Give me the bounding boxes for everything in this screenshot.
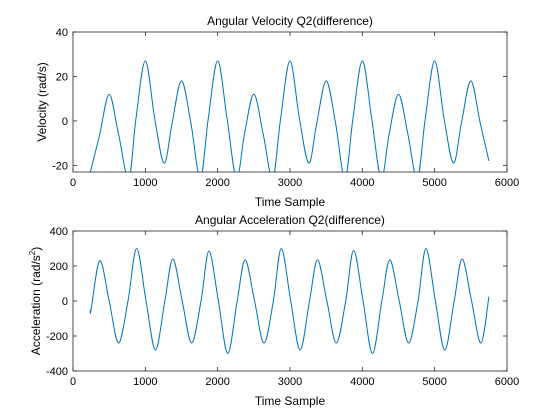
velocity-x-axis-label: Time Sample <box>255 195 326 209</box>
acceleration-y-axis-label-exponent: 2 <box>28 250 37 255</box>
velocity-x-tick-label: 4000 <box>350 177 374 189</box>
velocity-x-tick-label: 1000 <box>133 177 157 189</box>
acceleration-y-axis-label-text: Acceleration (rad/s <box>29 255 43 355</box>
velocity-chart-title: Angular Velocity Q2(difference) <box>207 14 373 28</box>
acceleration-y-tick-label: -400 <box>46 366 68 378</box>
acceleration-ticks: 0 1000 2000 3000 4000 5000 6000 -400 -200 0 200 400 <box>46 226 519 388</box>
acceleration-y-tick-label: 200 <box>50 261 68 273</box>
acceleration-series-line <box>89 247 490 355</box>
acceleration-curve-group <box>89 247 490 355</box>
acceleration-x-tick-label: 6000 <box>495 376 519 388</box>
acceleration-x-axis-label: Time Sample <box>255 394 326 408</box>
velocity-x-tick-label: 5000 <box>422 177 446 189</box>
acceleration-y-tick-label: -200 <box>46 331 68 343</box>
velocity-y-tick-label: -20 <box>52 160 68 172</box>
velocity-y-tick-label: 20 <box>56 71 68 83</box>
velocity-x-tick-label: 6000 <box>495 177 519 189</box>
velocity-plot-area <box>72 31 508 173</box>
velocity-x-tick-label: 0 <box>70 177 76 189</box>
acceleration-x-tick-label: 2000 <box>205 376 229 388</box>
acceleration-y-tick-label: 0 <box>62 296 68 308</box>
velocity-x-tick-label: 3000 <box>278 177 302 189</box>
acceleration-x-tick-label: 0 <box>70 376 76 388</box>
velocity-x-tick-label: 2000 <box>205 177 229 189</box>
acceleration-chart-title: Angular Acceleration Q2(difference) <box>195 213 385 227</box>
acceleration-x-tick-label: 1000 <box>133 376 157 388</box>
acceleration-y-axis-label-close: ) <box>29 247 43 251</box>
velocity-y-axis-label: Velocity (rad/s) <box>35 62 49 141</box>
acceleration-y-tick-label: 400 <box>50 226 68 238</box>
velocity-curve-group <box>89 60 490 172</box>
velocity-y-tick-label: 40 <box>56 27 68 39</box>
acceleration-x-tick-label: 3000 <box>278 376 302 388</box>
acceleration-x-tick-label: 4000 <box>350 376 374 388</box>
velocity-y-tick-label: 0 <box>62 116 68 128</box>
acceleration-subplot: 0 1000 2000 3000 4000 5000 6000 -400 -200 0 200 400… <box>28 213 519 408</box>
acceleration-y-axis-label: Acceleration (rad/s2) <box>28 247 43 356</box>
velocity-series-line <box>89 60 490 172</box>
acceleration-x-tick-label: 5000 <box>422 376 446 388</box>
